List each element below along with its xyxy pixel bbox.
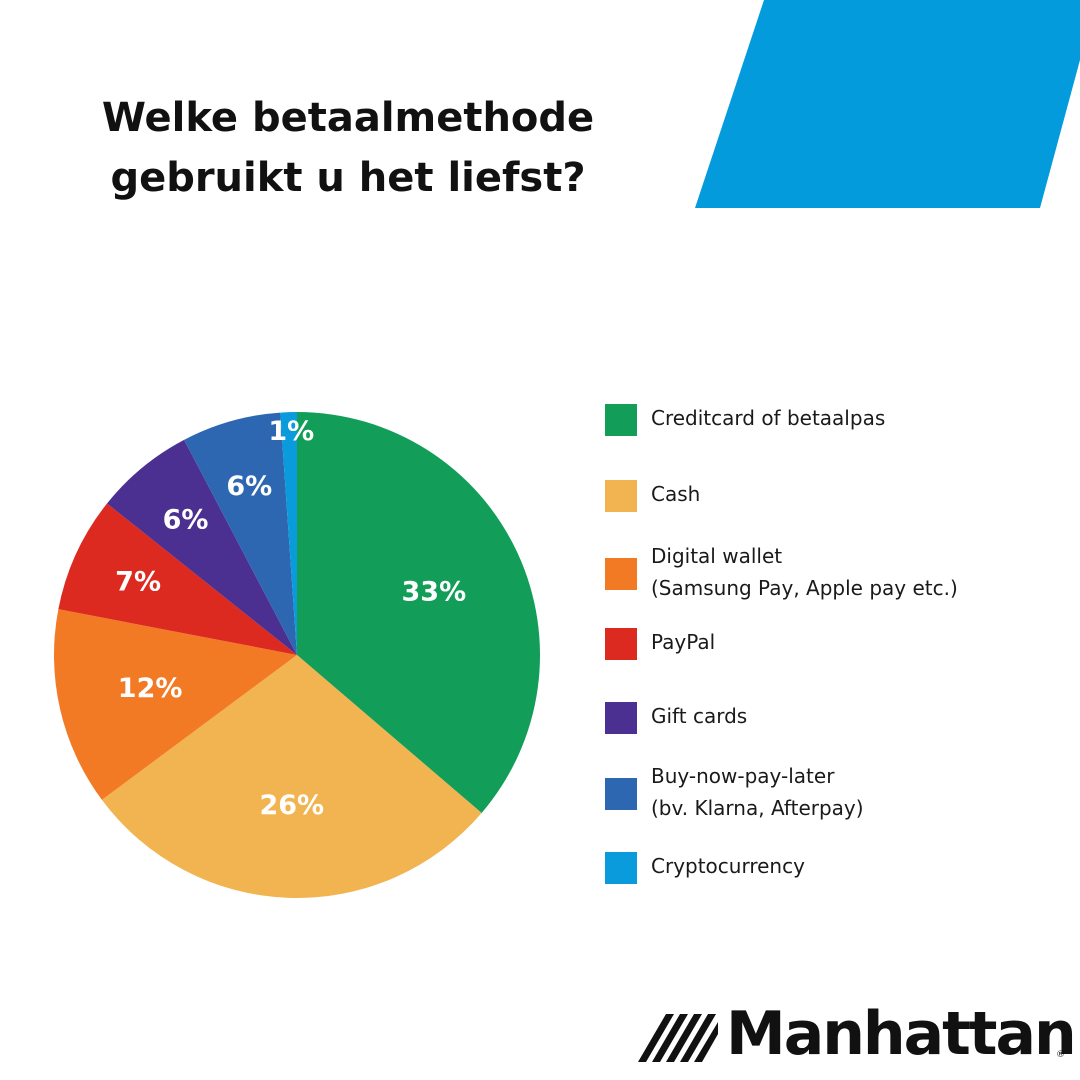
slice-value-label: 6%: [226, 471, 272, 502]
registered-mark: ®: [1056, 1050, 1065, 1060]
legend-label: Buy-now-pay-later (bv. Klarna, Afterpay): [651, 760, 864, 824]
legend-swatch: [605, 628, 637, 660]
legend-label: Cash: [651, 478, 700, 510]
brand-logo: Manhattan ®: [638, 1000, 1077, 1068]
legend-label-line: Gift cards: [651, 704, 748, 728]
legend-label: Cryptocurrency: [651, 850, 805, 882]
legend-label-line: Creditcard of betaalpas: [651, 406, 886, 430]
legend-swatch: [605, 558, 637, 590]
title-line-1: Welke betaalmethode: [101, 95, 595, 141]
slice-value-label: 26%: [259, 790, 324, 821]
page-title: Welke betaalmethode gebruikt u het liefs…: [98, 88, 598, 208]
slice-value-label: 1%: [268, 416, 314, 447]
legend-label: Digital wallet (Samsung Pay, Apple pay et…: [651, 540, 958, 604]
legend-label-line: Buy-now-pay-later: [651, 764, 835, 788]
pie-slice: [297, 412, 540, 813]
legend-label: Creditcard of betaalpas: [651, 402, 885, 434]
legend-swatch: [605, 480, 637, 512]
pie-slice: [58, 503, 297, 655]
slice-value-label: 33%: [402, 576, 467, 607]
pie-slice: [280, 412, 297, 655]
stripes-logo-icon: [638, 1014, 718, 1062]
pie-slice: [54, 609, 298, 800]
legend-label-line: (Samsung Pay, Apple pay etc.): [651, 576, 958, 600]
pie-slice: [184, 412, 297, 655]
pie-slice: [107, 439, 297, 655]
accent-parallelogram: [695, 0, 1080, 208]
legend-swatch: [605, 404, 637, 436]
brand-name: Manhattan: [726, 999, 1077, 1069]
legend-label-line: Digital wallet: [651, 544, 783, 568]
pie-chart: 33%26%12%7%6%6%1%: [54, 412, 540, 898]
legend-swatch: [605, 778, 637, 810]
slice-value-label: 6%: [163, 505, 209, 536]
slice-value-label: 12%: [118, 673, 183, 704]
slice-value-label: 7%: [115, 566, 161, 597]
pie-slice: [101, 655, 482, 898]
legend-label-line: (bv. Klarna, Afterpay): [651, 796, 864, 820]
title-line-2: gebruikt u het liefst?: [110, 155, 586, 201]
legend-swatch: [605, 852, 637, 884]
legend-label: PayPal: [651, 626, 715, 658]
legend-label-line: Cash: [651, 482, 701, 506]
legend-label-line: PayPal: [651, 630, 716, 654]
legend-swatch: [605, 702, 637, 734]
legend-label-line: Cryptocurrency: [651, 854, 805, 878]
legend-label: Gift cards: [651, 700, 747, 732]
